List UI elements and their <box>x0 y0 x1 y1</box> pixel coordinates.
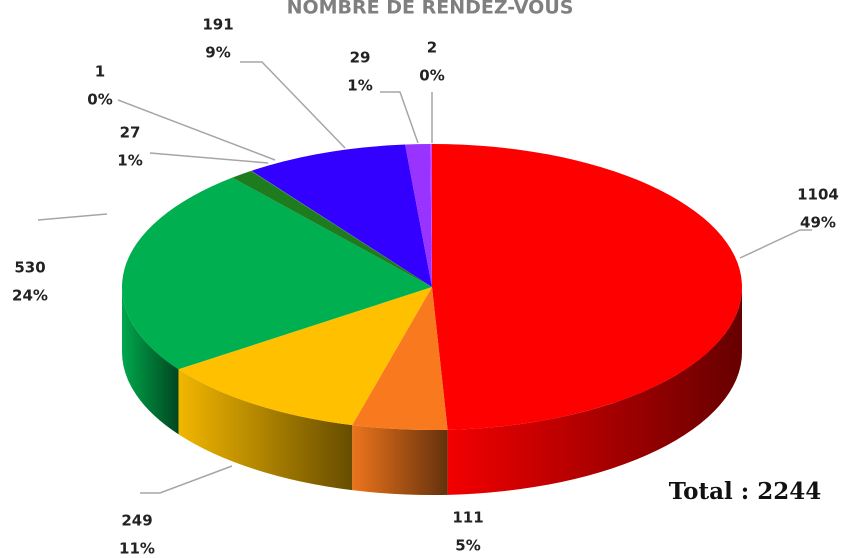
leader-line <box>240 61 346 149</box>
data-label: 191 <box>202 16 233 34</box>
leader-line <box>140 465 233 494</box>
data-label: 1104 <box>797 186 839 204</box>
slice <box>250 170 432 287</box>
percent-label: 24% <box>12 287 48 305</box>
slice <box>430 144 432 287</box>
slice <box>232 170 432 287</box>
slice <box>432 143 743 430</box>
slice-side-shade <box>122 287 179 435</box>
slice-side-shade <box>178 369 353 491</box>
data-label: 111 <box>452 509 483 527</box>
slice <box>121 177 432 370</box>
leader-line <box>380 91 419 144</box>
data-label: 29 <box>350 49 371 67</box>
percent-label: 0% <box>419 67 444 85</box>
data-label: 530 <box>14 259 45 277</box>
percent-label: 5% <box>455 537 480 555</box>
leader-line <box>739 229 812 259</box>
leader-line <box>117 99 276 161</box>
data-label: 1 <box>95 63 105 81</box>
leader-line <box>37 213 108 221</box>
percent-label: 49% <box>800 214 836 232</box>
chart-title: NOMBRE DE RENDEZ-VOUS <box>287 0 574 19</box>
data-label: 27 <box>120 124 141 142</box>
percent-label: 11% <box>119 540 155 558</box>
data-label: 249 <box>121 512 152 530</box>
percent-label: 0% <box>87 91 112 109</box>
slice <box>251 144 432 287</box>
total-annotation: Total : 2244 <box>669 478 822 505</box>
slice <box>405 144 432 287</box>
percent-label: 9% <box>205 44 230 62</box>
percent-label: 1% <box>347 77 372 95</box>
slice-side-shade <box>352 425 448 496</box>
data-label: 2 <box>427 39 437 57</box>
slice <box>178 287 432 426</box>
percent-label: 1% <box>117 152 142 170</box>
slice <box>352 287 448 430</box>
slice-side-shade <box>447 287 742 495</box>
leader-line <box>149 152 269 164</box>
